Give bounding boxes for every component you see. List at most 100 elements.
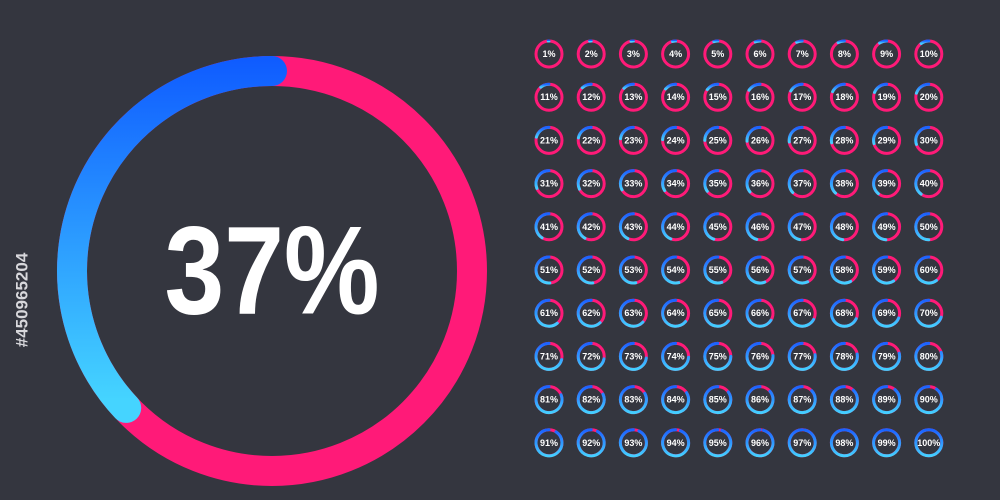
ring-label: 50% — [920, 222, 938, 232]
ring-label: 41% — [540, 222, 558, 232]
small-ring: 29% — [872, 125, 902, 155]
ring-progress — [576, 341, 606, 371]
ring-progress — [534, 125, 551, 139]
ring-label: 71% — [540, 351, 558, 361]
ring-label: 98% — [835, 438, 853, 448]
ring-label: 93% — [624, 438, 642, 448]
small-ring: 90% — [914, 385, 944, 415]
small-ring: 78% — [829, 341, 859, 371]
ring-label: 64% — [667, 308, 685, 318]
ring-label: 77% — [793, 351, 811, 361]
ring-progress — [580, 82, 593, 90]
small-ring: 53% — [618, 255, 648, 285]
ring-label: 69% — [878, 308, 896, 318]
small-ring: 75% — [703, 341, 733, 371]
ring-progress — [787, 341, 817, 371]
ring-label: 81% — [540, 395, 558, 405]
ring-label: 92% — [582, 438, 600, 448]
ring-label: 91% — [540, 438, 558, 448]
ring-label: 48% — [835, 222, 853, 232]
ring-label: 70% — [920, 308, 938, 318]
small-ring: 41% — [534, 212, 564, 242]
small-ring: 11% — [534, 82, 564, 112]
ring-label: 95% — [709, 438, 727, 448]
ring-progress — [619, 125, 635, 141]
small-ring: 50% — [914, 212, 944, 242]
ring-label: 33% — [624, 179, 642, 189]
small-ring: 38% — [829, 169, 859, 199]
ring-progress — [745, 428, 775, 458]
watermark-id: #450965204 — [13, 252, 32, 347]
ring-label: 24% — [667, 135, 685, 145]
small-ring: 5% — [703, 39, 733, 69]
ring-label: 5% — [711, 49, 724, 59]
ring-progress — [745, 341, 775, 371]
ring-label: 58% — [835, 265, 853, 275]
ring-label: 35% — [709, 179, 727, 189]
small-ring: 51% — [534, 255, 564, 285]
small-ring: 83% — [618, 385, 648, 415]
ring-label: 67% — [793, 308, 811, 318]
ring-label: 73% — [624, 351, 642, 361]
ring-label: 75% — [709, 351, 727, 361]
ring-progress — [661, 169, 678, 193]
ring-label: 39% — [878, 179, 896, 189]
ring-progress — [745, 385, 775, 415]
ring-label: 96% — [751, 438, 769, 448]
small-ring: 72% — [576, 341, 606, 371]
ring-label: 25% — [709, 135, 727, 145]
ring-label: 30% — [920, 135, 938, 145]
small-ring: 44% — [661, 212, 691, 242]
ring-label: 83% — [624, 395, 642, 405]
ring-label: 43% — [624, 222, 642, 232]
ring-label: 8% — [838, 49, 851, 59]
ring-progress — [787, 255, 810, 285]
ring-progress — [57, 56, 287, 423]
ring-progress — [787, 212, 804, 242]
ring-label: 6% — [753, 49, 766, 59]
ring-label: 66% — [751, 308, 769, 318]
ring-progress — [914, 341, 944, 371]
small-ring: 77% — [787, 341, 817, 371]
small-ring: 69% — [872, 298, 902, 328]
ring-label: 7% — [796, 49, 809, 59]
ring-label: 49% — [878, 222, 896, 232]
ring-label: 56% — [751, 265, 769, 275]
ring-label: 60% — [920, 265, 938, 275]
ring-label: 68% — [835, 308, 853, 318]
ring-progress — [872, 255, 896, 285]
small-ring: 16% — [745, 82, 775, 112]
small-ring: 33% — [618, 169, 648, 199]
ring-progress — [872, 298, 901, 328]
ring-label: 51% — [540, 265, 558, 275]
ring-progress — [872, 169, 889, 196]
small-ring: 92% — [576, 428, 606, 458]
small-ring: 97% — [787, 428, 817, 458]
small-ring: 56% — [745, 255, 775, 285]
ring-progress — [576, 169, 593, 191]
ring-label: 82% — [582, 395, 600, 405]
ring-label: 20% — [920, 92, 938, 102]
ring-label: 16% — [751, 92, 769, 102]
ring-progress — [534, 341, 564, 371]
ring-label: 14% — [667, 92, 685, 102]
ring-progress — [703, 255, 724, 285]
main-ring: 37% — [57, 56, 487, 486]
ring-label: 37% — [793, 179, 811, 189]
ring-progress — [576, 255, 595, 285]
ring-label: 9% — [880, 49, 893, 59]
ring-label: 29% — [878, 135, 896, 145]
ring-progress — [747, 82, 762, 92]
small-ring: 91% — [534, 428, 564, 458]
ring-label: 99% — [878, 438, 896, 448]
ring-progress — [534, 385, 564, 415]
small-ring: 60% — [914, 255, 944, 285]
ring-label: 52% — [582, 265, 600, 275]
ring-progress — [618, 169, 635, 192]
small-ring: 68% — [829, 298, 859, 328]
small-ring: 17% — [787, 82, 817, 112]
ring-label: 62% — [582, 308, 600, 318]
small-ring: 55% — [703, 255, 733, 285]
small-ring: 100% — [914, 428, 944, 458]
ring-label: 32% — [582, 179, 600, 189]
